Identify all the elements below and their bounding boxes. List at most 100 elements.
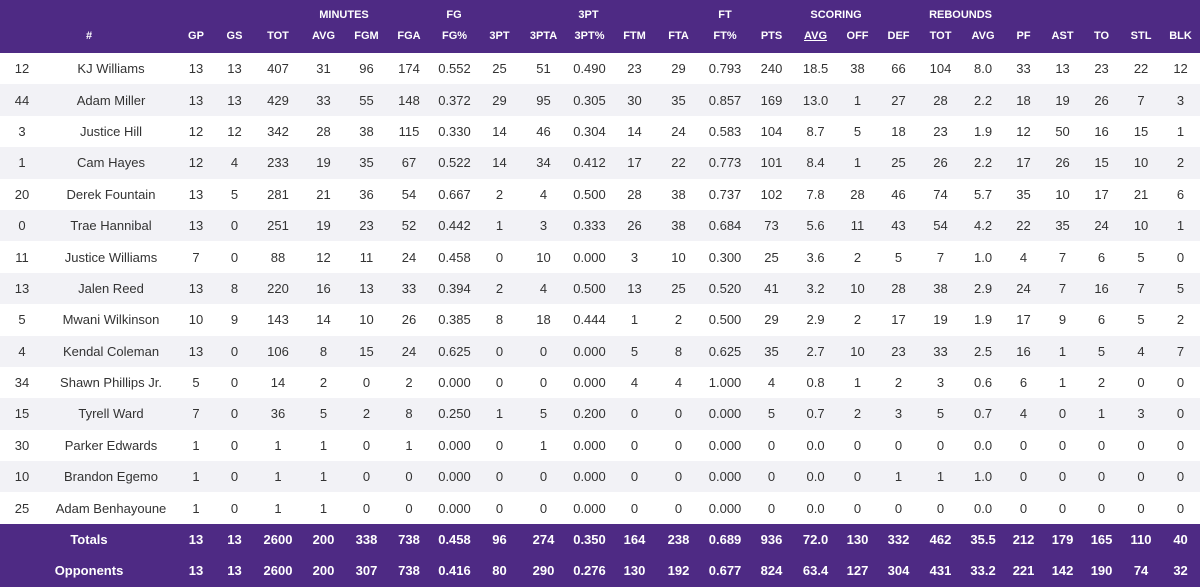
- stat-cell: 12: [188, 123, 204, 139]
- column-header[interactable]: 3PTA: [521, 30, 566, 53]
- column-header[interactable]: FGM: [346, 30, 387, 53]
- stat-cell: 5: [301, 398, 346, 430]
- table-totals: Totals 13 13 2600 200 338 738 0.458 96 274 0.350 16…: [0, 523, 1200, 587]
- stat-cell: 1: [178, 461, 214, 493]
- stat-cell: 51: [536, 61, 551, 77]
- stat-cell: 32: [1161, 555, 1200, 587]
- column-header[interactable]: AVG: [962, 30, 1005, 53]
- stat-cell: 13: [178, 84, 214, 116]
- stat-cell: 8: [387, 398, 431, 430]
- column-header[interactable]: FGA: [387, 30, 431, 53]
- stat-cell: 16: [1094, 123, 1109, 139]
- stat-cell: 0: [495, 249, 504, 265]
- stat-cell: 24: [1004, 272, 1044, 305]
- stat-cell: 5: [613, 335, 657, 367]
- column-header[interactable]: FG%: [431, 30, 478, 53]
- column-header[interactable]: #: [0, 30, 178, 53]
- stat-cell: 8: [656, 335, 702, 367]
- stat-cell: 0.000: [438, 500, 471, 516]
- column-header[interactable]: AVG: [301, 30, 346, 53]
- column-header[interactable]: OFF: [837, 30, 879, 53]
- stat-cell: 38: [671, 186, 686, 202]
- stat-cell: 10: [536, 249, 551, 265]
- stat-cell: 738: [387, 523, 431, 556]
- column-header[interactable]: TOT: [919, 30, 963, 53]
- column-header[interactable]: AST: [1043, 30, 1083, 53]
- stat-cell: 14: [627, 123, 642, 139]
- stat-cell: 26: [919, 147, 963, 179]
- stat-cell: 101: [749, 147, 795, 179]
- stat-cell: 0.000: [573, 437, 606, 453]
- column-header[interactable]: FTA: [656, 30, 702, 53]
- stat-cell: 25: [492, 61, 507, 77]
- player-row: 13 Jalen Reed 13 8 220 16 13 33 0.394 2 4 0.500 13 25…: [0, 272, 1200, 305]
- column-header[interactable]: 3PT: [478, 30, 521, 53]
- player-name: Adam Miller: [44, 84, 178, 116]
- group-spacer: [0, 0, 301, 30]
- column-header[interactable]: PF: [1004, 30, 1044, 53]
- stat-cell: 0.583: [708, 123, 742, 139]
- stat-cell: 0: [1176, 500, 1185, 516]
- column-header[interactable]: PTS: [749, 30, 795, 53]
- stat-cell: 104: [760, 123, 783, 139]
- stat-cell: 13: [346, 272, 387, 305]
- stat-cell: 4: [767, 375, 776, 391]
- stat-cell: 3: [521, 209, 566, 242]
- stat-cell: 8.0: [973, 61, 993, 77]
- stat-cell: 0: [1176, 437, 1185, 453]
- stat-cell: 0: [936, 500, 945, 516]
- column-header[interactable]: FT%: [701, 30, 750, 53]
- column-header[interactable]: AVG: [794, 30, 838, 53]
- stat-cell: 74: [1121, 555, 1162, 587]
- stat-cell: 6: [1097, 249, 1106, 265]
- totals-row: Opponents 13 13 2600 200 307 738 0.416 80 290 0.27…: [0, 555, 1200, 587]
- stat-cell: 28: [919, 84, 963, 116]
- column-header[interactable]: TO: [1082, 30, 1122, 53]
- column-header[interactable]: STL: [1121, 30, 1162, 53]
- player-name: Derek Fountain: [66, 186, 156, 202]
- stat-cell: 281: [267, 186, 289, 202]
- stat-cell: 10: [188, 312, 204, 328]
- stat-cell: 55: [346, 84, 387, 116]
- stat-cell: 46: [536, 123, 551, 139]
- stat-cell: 0: [1137, 375, 1145, 391]
- stat-cell: 13: [178, 209, 214, 242]
- stat-cell: 31: [316, 61, 331, 77]
- stat-cell: 190: [1082, 555, 1122, 587]
- column-header-row: # GP GS TOT AVG FGM FGA FG% 3PT 3PTA 3PT% FTM FTA FT%…: [0, 30, 1200, 53]
- player-row: 11 Justice Williams 7 0 88 12 11 24 0.458 0 10 0.00…: [0, 241, 1200, 272]
- player-name: Cam Hayes: [44, 147, 178, 179]
- stat-cell: 38: [919, 272, 963, 305]
- stat-cell: 2: [853, 249, 862, 265]
- column-header[interactable]: 3PT%: [566, 30, 613, 53]
- stat-cell: 4.2: [962, 209, 1005, 242]
- stat-cell: 0: [613, 398, 657, 430]
- column-header[interactable]: GS: [214, 30, 255, 53]
- stat-cell: 33: [1016, 61, 1031, 77]
- stat-cell: 4: [674, 375, 683, 391]
- stat-cell: 0: [214, 461, 255, 493]
- stat-cell: 88: [270, 249, 286, 265]
- totals-row: Totals 13 13 2600 200 338 738 0.458 96 274 0.350 16…: [0, 523, 1200, 556]
- column-header[interactable]: DEF: [878, 30, 920, 53]
- stat-cell: 0: [1121, 461, 1162, 493]
- column-header[interactable]: TOT: [255, 30, 301, 53]
- stat-cell: 0.458: [438, 249, 471, 265]
- stat-cell: 1: [478, 398, 521, 430]
- column-header[interactable]: FTM: [613, 30, 657, 53]
- stat-cell: 29: [671, 61, 686, 77]
- stat-cell: 0.300: [708, 249, 742, 265]
- stat-cell: 8.4: [794, 147, 838, 179]
- stat-cell: 0.000: [566, 335, 613, 367]
- column-header[interactable]: GP: [178, 30, 214, 53]
- stat-cell: 2: [478, 272, 521, 305]
- group-spacer: [1043, 0, 1200, 30]
- stat-cell: 0.8: [806, 375, 825, 391]
- stat-cell: 3: [1121, 398, 1162, 430]
- column-header[interactable]: BLK: [1161, 30, 1200, 53]
- stat-cell: 0: [214, 398, 255, 430]
- stat-cell: 0: [767, 500, 776, 516]
- stat-cell: 14: [478, 147, 521, 179]
- stat-cell: 0.385: [438, 312, 471, 328]
